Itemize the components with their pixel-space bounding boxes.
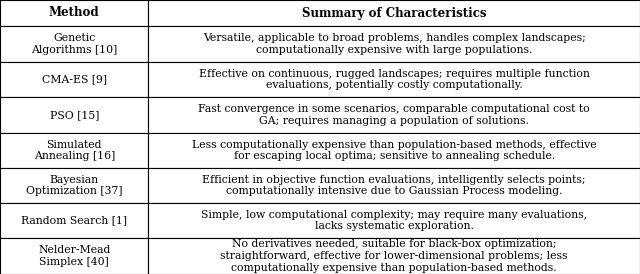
Text: Nelder-Mead
Simplex [40]: Nelder-Mead Simplex [40] xyxy=(38,245,111,267)
Text: Random Search [1]: Random Search [1] xyxy=(21,215,127,226)
Bar xyxy=(0,26,148,62)
Bar xyxy=(0,133,148,168)
Text: Simple, low computational complexity; may require many evaluations,
lacks system: Simple, low computational complexity; ma… xyxy=(201,210,588,231)
Bar xyxy=(148,62,640,97)
Text: No derivatives needed, suitable for black-box optimization;
straightforward, eff: No derivatives needed, suitable for blac… xyxy=(221,239,568,273)
Bar xyxy=(0,238,148,274)
Text: CMA-ES [9]: CMA-ES [9] xyxy=(42,75,107,84)
Text: Method: Method xyxy=(49,7,100,19)
Bar xyxy=(0,203,148,238)
Text: Summary of Characteristics: Summary of Characteristics xyxy=(302,7,486,19)
Bar xyxy=(148,133,640,168)
Text: Effective on continuous, rugged landscapes; requires multiple function
evaluatio: Effective on continuous, rugged landscap… xyxy=(199,69,589,90)
Text: PSO [15]: PSO [15] xyxy=(49,110,99,120)
Text: Less computationally expensive than population-based methods, effective
for esca: Less computationally expensive than popu… xyxy=(192,140,596,161)
Bar xyxy=(148,168,640,203)
Text: Versatile, applicable to broad problems, handles complex landscapes;
computation: Versatile, applicable to broad problems,… xyxy=(203,33,586,55)
Text: Efficient in objective function evaluations, intelligently selects points;
compu: Efficient in objective function evaluati… xyxy=(202,175,586,196)
Text: Fast convergence in some scenarios, comparable computational cost to
GA; require: Fast convergence in some scenarios, comp… xyxy=(198,104,590,126)
Bar xyxy=(148,26,640,62)
Text: Simulated
Annealing [16]: Simulated Annealing [16] xyxy=(34,140,115,161)
Bar xyxy=(148,203,640,238)
Text: Bayesian
Optimization [37]: Bayesian Optimization [37] xyxy=(26,175,122,196)
Bar xyxy=(0,62,148,97)
Bar xyxy=(0,168,148,203)
Bar xyxy=(148,97,640,133)
Text: Genetic
Algorithms [10]: Genetic Algorithms [10] xyxy=(31,33,117,55)
Bar xyxy=(0,0,148,26)
Bar xyxy=(148,238,640,274)
Bar xyxy=(148,0,640,26)
Bar xyxy=(0,97,148,133)
